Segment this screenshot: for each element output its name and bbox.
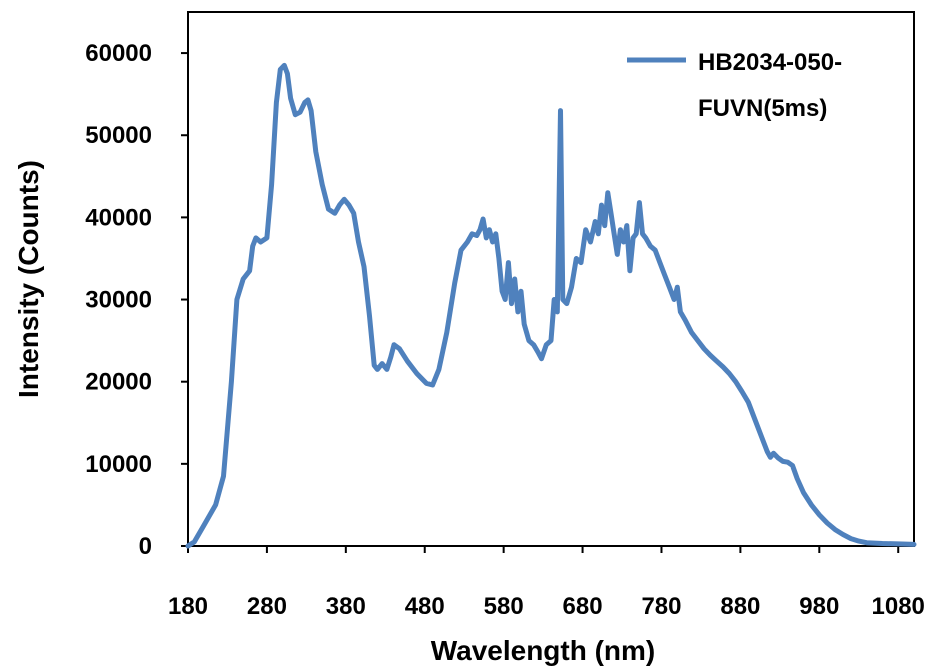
x-tick-label: 1080 xyxy=(872,593,925,620)
x-tick-label: 780 xyxy=(641,593,681,620)
legend-label-line-1: HB2034-050- xyxy=(698,49,842,76)
x-tick-label: 680 xyxy=(563,593,603,620)
x-tick-label: 880 xyxy=(720,593,760,620)
x-tick-label: 180 xyxy=(168,593,208,620)
y-tick-label: 0 xyxy=(139,533,152,560)
legend-label-line-2: FUVN(5ms) xyxy=(698,95,827,122)
y-tick-label: 20000 xyxy=(85,369,152,396)
series-layer xyxy=(185,62,917,549)
x-tick-label: 280 xyxy=(247,593,287,620)
legend: HB2034-050- FUVN(5ms) xyxy=(627,49,842,122)
y-axis-title: Intensity (Counts) xyxy=(13,160,44,398)
x-axis-title: Wavelength (nm) xyxy=(431,635,656,666)
x-axis-ticks: 180 280 380 480 580 680 780 880 980 1080 xyxy=(168,546,925,620)
x-tick-label: 480 xyxy=(405,593,445,620)
x-tick-label: 580 xyxy=(484,593,524,620)
y-tick-label: 60000 xyxy=(85,40,152,67)
plot-area xyxy=(187,11,915,547)
y-tick-label: 10000 xyxy=(85,451,152,478)
series-line-hb2034-050-fuvn xyxy=(185,62,917,549)
x-tick-label: 980 xyxy=(799,593,839,620)
y-tick-label: 50000 xyxy=(85,122,152,149)
y-axis-ticks: 0 10000 20000 30000 40000 50000 60000 xyxy=(85,40,188,560)
y-tick-label: 40000 xyxy=(85,204,152,231)
y-tick-label: 30000 xyxy=(85,287,152,314)
x-tick-label: 380 xyxy=(326,593,366,620)
plot-frame xyxy=(187,11,915,547)
